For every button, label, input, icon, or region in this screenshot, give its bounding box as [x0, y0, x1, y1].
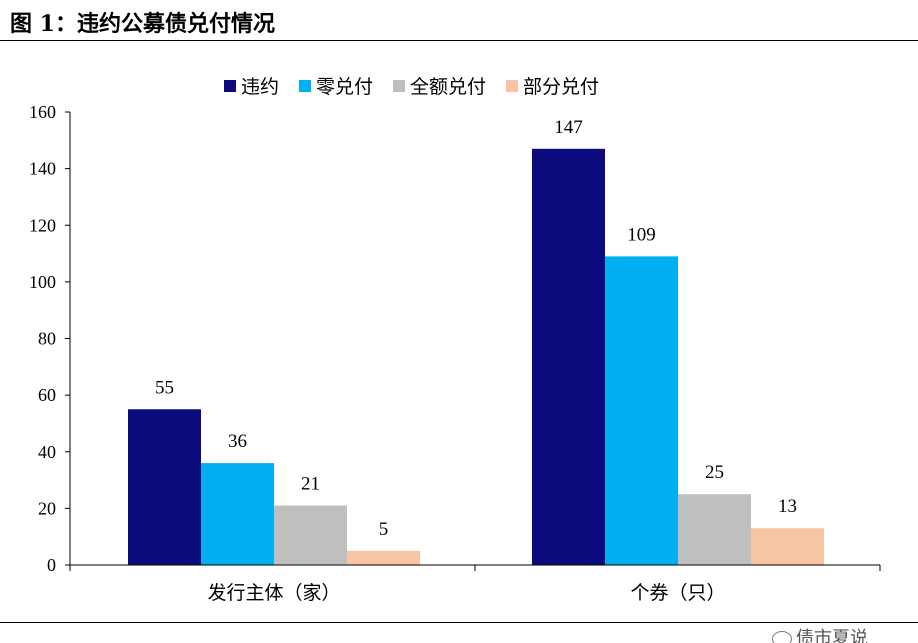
legend-label-3: 部分兑付 [523, 76, 599, 98]
y-axis: 0 20 40 60 80 100 120 140 160 [29, 102, 71, 575]
data-label-0-2: 21 [301, 474, 320, 495]
footer-divider [0, 622, 918, 623]
legend: 违约 零兑付 全额兑付 部分兑付 [224, 76, 599, 98]
figure-title: 图 1：违约公募债兑付情况 [10, 11, 275, 37]
bar-1-3 [751, 528, 824, 565]
y-tick-label-2: 40 [38, 442, 56, 462]
x-category-label-1: 个券（只） [630, 582, 725, 604]
y-tick-label-0: 0 [47, 555, 56, 575]
bar-0-3 [347, 550, 420, 565]
legend-label-2: 全额兑付 [410, 76, 486, 98]
data-label-0-3: 5 [379, 519, 389, 540]
bar-0-0 [128, 409, 201, 565]
bar-1-0 [532, 148, 605, 565]
legend-swatch-1 [299, 80, 311, 92]
legend-swatch-0 [224, 80, 236, 92]
legend-swatch-2 [393, 80, 405, 92]
bar-0-1 [201, 463, 274, 565]
bar-1-2 [678, 494, 751, 565]
bar-series [128, 148, 824, 565]
legend-label-1: 零兑付 [316, 76, 373, 98]
data-label-1-3: 13 [778, 496, 797, 517]
data-label-0-1: 36 [228, 431, 247, 452]
y-tick-label-7: 140 [29, 159, 56, 179]
wechat-icon [772, 631, 792, 643]
title-divider [0, 40, 918, 41]
y-tick-label-3: 60 [38, 385, 56, 405]
watermark-text: 债市夏说 [796, 628, 868, 643]
y-tick-label-1: 20 [38, 498, 56, 518]
x-category-label-0: 发行主体（家） [207, 582, 340, 604]
data-label-1-0: 147 [554, 117, 583, 138]
y-tick-label-6: 120 [29, 215, 56, 235]
bar-1-1 [605, 256, 678, 565]
x-axis: 发行主体（家） 个券（只） [69, 564, 881, 604]
watermark: 债市夏说 [772, 624, 868, 643]
data-label-1-2: 25 [705, 462, 724, 483]
y-tick-label-8: 160 [29, 102, 56, 122]
y-tick-label-4: 80 [38, 329, 56, 349]
legend-swatch-3 [506, 80, 518, 92]
y-tick-label-5: 100 [29, 272, 56, 292]
data-label-0-0: 55 [155, 377, 174, 398]
bar-0-2 [274, 505, 347, 565]
legend-label-0: 违约 [241, 76, 279, 98]
data-label-1-1: 109 [627, 224, 656, 245]
data-labels: 55 36 21 5 147 109 25 13 [155, 117, 797, 540]
